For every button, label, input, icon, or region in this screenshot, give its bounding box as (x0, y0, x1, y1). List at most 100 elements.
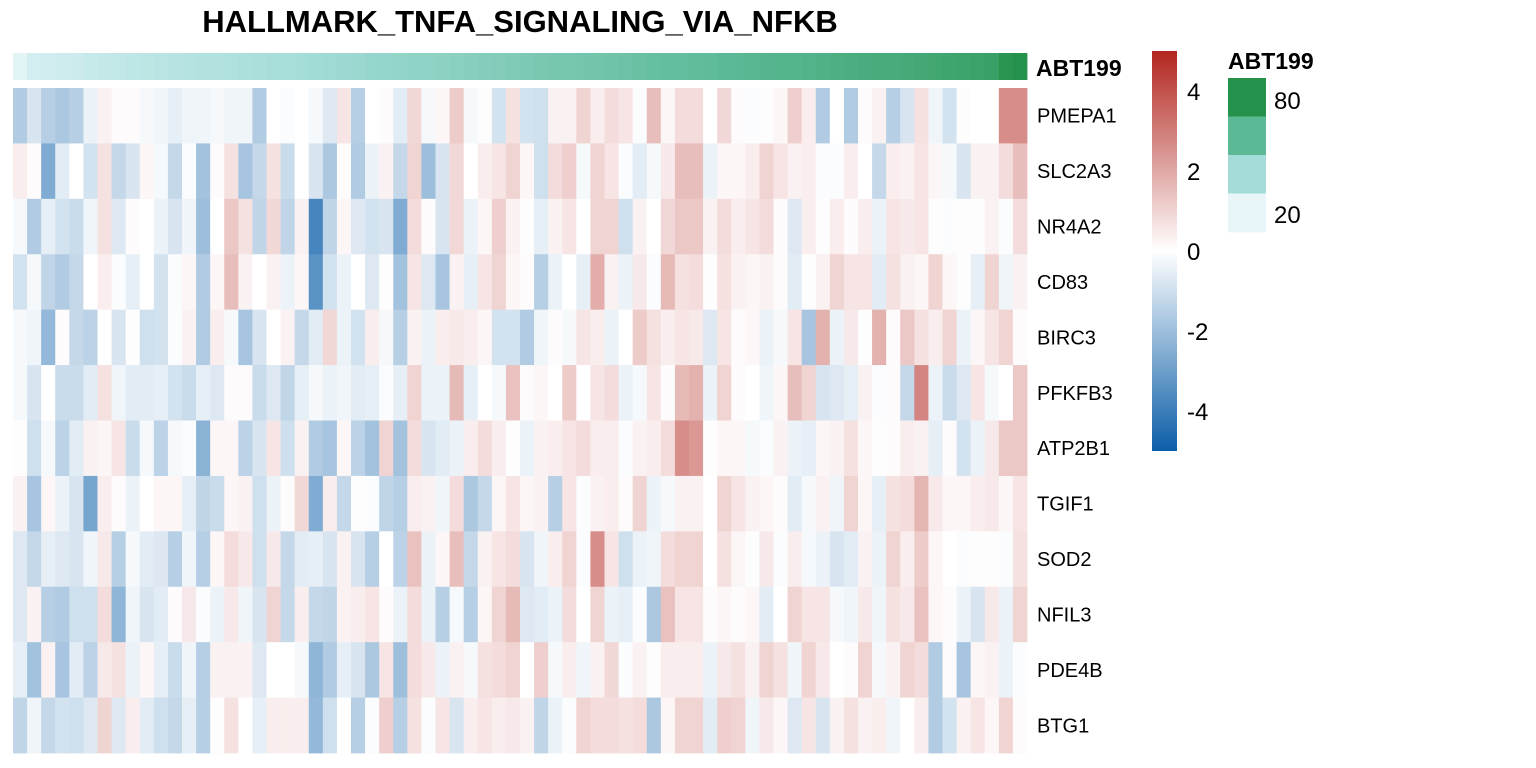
annotation-cell (646, 53, 662, 80)
heatmap-cell (407, 365, 422, 421)
heatmap-cell (266, 254, 281, 311)
row-label: PFKFB3 (1037, 383, 1113, 405)
heatmap-cell (660, 586, 676, 643)
heatmap-cell (407, 420, 422, 477)
heatmap-cell (477, 642, 493, 698)
heatmap-cell (196, 531, 211, 588)
heatmap-cell (294, 697, 310, 754)
heatmap-cell (266, 420, 281, 477)
heatmap-cell (745, 642, 760, 698)
heatmap-cell (660, 642, 676, 698)
heatmap-cell (139, 309, 155, 366)
heatmap-cell (266, 88, 281, 144)
heatmap-cell (196, 365, 211, 421)
heatmap-cell (618, 254, 634, 311)
heatmap-cell (41, 420, 56, 477)
heatmap-cell (167, 420, 183, 477)
heatmap-cell (689, 586, 704, 643)
heatmap-cell (322, 475, 338, 532)
heatmap-cell (477, 365, 493, 421)
heatmap-cell (210, 365, 225, 421)
heatmap-cell (167, 309, 183, 366)
heatmap-cell (393, 475, 408, 532)
heatmap-cell (393, 143, 408, 200)
heatmap-cell (182, 254, 197, 311)
heatmap-cell (787, 254, 803, 311)
heatmap-cell (689, 309, 704, 366)
heatmap-cell (322, 531, 338, 588)
heatmap-cell (674, 365, 690, 421)
heatmap-cell (689, 198, 704, 255)
heatmap-cell (787, 475, 803, 532)
row-label: BTG1 (1037, 715, 1089, 737)
annotation-cell (618, 53, 634, 80)
heatmap-cell (125, 586, 141, 643)
heatmap-cell (660, 143, 676, 200)
heatmap-cell (604, 309, 619, 366)
annotation-legend: ABT199 80 20 (1228, 48, 1314, 233)
heatmap-cell (97, 309, 112, 366)
heatmap-cell (914, 365, 929, 421)
heatmap-cell (956, 198, 972, 255)
heatmap-cell (83, 586, 98, 643)
heatmap-cell (576, 642, 591, 698)
heatmap-cell (829, 697, 845, 754)
heatmap-cell (801, 586, 817, 643)
heatmap-cell (27, 143, 42, 200)
annotation-cell (97, 53, 112, 80)
heatmap-cell (576, 88, 591, 144)
heatmap-cell (280, 309, 296, 366)
heatmap-cell (280, 586, 296, 643)
heatmap-cell (463, 697, 479, 754)
heatmap-cell (646, 642, 662, 698)
heatmap-cell (942, 586, 957, 643)
heatmap-cell (674, 88, 690, 144)
heatmap-cell (97, 531, 112, 588)
heatmap-cell (435, 198, 450, 255)
heatmap-cell (69, 420, 84, 477)
heatmap-cell (69, 365, 84, 421)
heatmap-cell (872, 531, 887, 588)
heatmap-cell (224, 531, 239, 588)
heatmap-cell (956, 420, 972, 477)
heatmap-cell (646, 697, 662, 754)
annotation-cell (942, 53, 957, 80)
heatmap-cell (97, 88, 112, 144)
annotation-cell (41, 53, 56, 80)
heatmap-cell (646, 586, 662, 643)
heatmap-cell (463, 143, 479, 200)
heatmap-cell (238, 88, 253, 144)
heatmap-cell (224, 254, 239, 311)
heatmap-cell (280, 143, 296, 200)
heatmap-cell (1012, 309, 1028, 366)
heatmap-cell (97, 254, 112, 311)
annotation-cell (674, 53, 690, 80)
heatmap-cell (449, 420, 465, 477)
heatmap-cell (505, 642, 521, 698)
heatmap-cell (900, 586, 915, 643)
heatmap-cell (900, 475, 915, 532)
heatmap-cell (13, 198, 28, 255)
heatmap-cell (970, 420, 986, 477)
heatmap-cell (970, 365, 986, 421)
row-label: SLC2A3 (1037, 161, 1112, 183)
heatmap-cell (308, 475, 324, 532)
heatmap-cell (731, 586, 746, 643)
heatmap-cell (41, 531, 56, 588)
heatmap-cell (238, 198, 253, 255)
heatmap-cell (153, 143, 169, 200)
heatmap-cell (900, 420, 915, 477)
heatmap-cell (590, 697, 605, 754)
heatmap-cell (773, 642, 788, 698)
heatmap-cell (111, 309, 127, 366)
heatmap-cell (520, 143, 535, 200)
annotation-cell (421, 53, 436, 80)
heatmap-cell (604, 586, 619, 643)
heatmap-cell (956, 586, 972, 643)
color-scale-tick: -4 (1187, 399, 1208, 426)
annotation-cell (900, 53, 915, 80)
annotation-cell (520, 53, 535, 80)
heatmap-cell (914, 143, 929, 200)
heatmap-cell (703, 198, 718, 255)
row-label: SOD2 (1037, 549, 1091, 571)
